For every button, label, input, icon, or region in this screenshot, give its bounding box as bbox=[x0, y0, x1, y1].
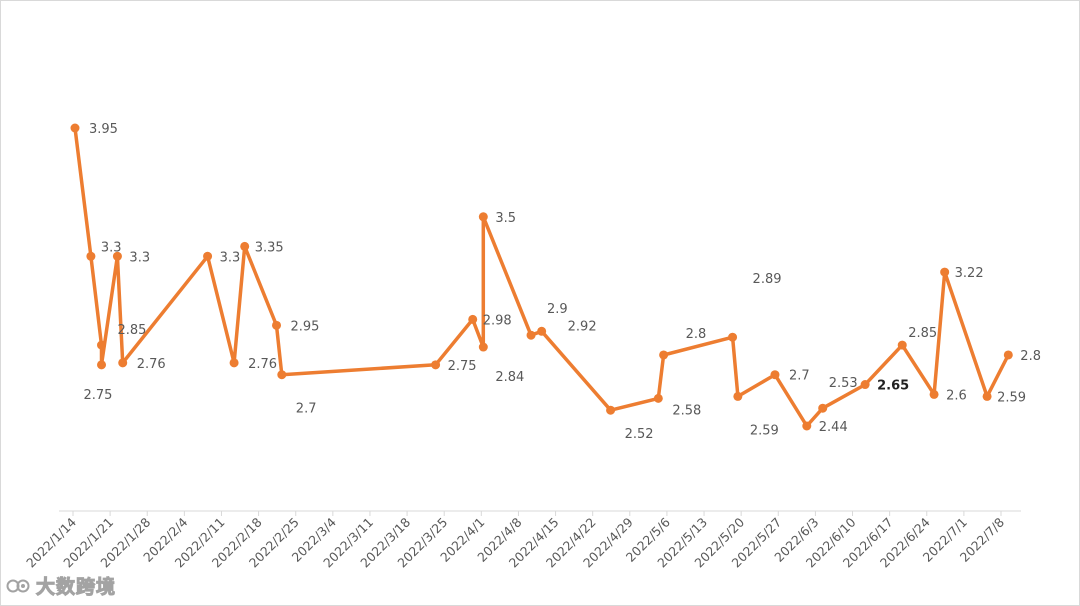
data-label: 2.8 bbox=[686, 327, 707, 342]
data-label: 2.59 bbox=[997, 390, 1026, 405]
data-label: 2.59 bbox=[750, 423, 779, 438]
data-point bbox=[468, 314, 478, 324]
data-label: 2.75 bbox=[448, 359, 477, 374]
watermark: 大数跨境 bbox=[6, 572, 116, 599]
data-point bbox=[70, 123, 80, 133]
data-point bbox=[802, 421, 812, 431]
data-point bbox=[537, 326, 547, 336]
data-label: 2.6 bbox=[946, 388, 967, 403]
data-label: 2.7 bbox=[296, 402, 317, 417]
data-point bbox=[897, 340, 907, 350]
data-label: 3.5 bbox=[495, 211, 516, 226]
data-label: 2.76 bbox=[137, 357, 166, 372]
series-line bbox=[73, 126, 1011, 428]
data-point bbox=[929, 389, 939, 399]
data-point bbox=[240, 241, 250, 251]
data-point bbox=[118, 358, 128, 368]
data-label: 2.75 bbox=[84, 388, 113, 403]
data-label: 2.85 bbox=[118, 323, 147, 338]
data-point bbox=[478, 212, 488, 222]
data-point bbox=[86, 251, 96, 261]
data-point bbox=[97, 340, 107, 350]
data-label: 2.85 bbox=[908, 326, 937, 341]
data-point bbox=[478, 342, 488, 352]
data-label: 2.53 bbox=[829, 376, 858, 391]
data-point bbox=[860, 380, 870, 390]
data-label: 2.65 bbox=[877, 379, 909, 394]
data-point bbox=[112, 251, 122, 261]
data-point bbox=[277, 370, 287, 380]
data-label: 3.22 bbox=[955, 266, 984, 281]
data-label: 2.76 bbox=[248, 357, 277, 372]
data-point bbox=[97, 360, 107, 370]
data-point bbox=[728, 332, 738, 342]
brand-logo-icon bbox=[6, 579, 30, 592]
data-label: 3.35 bbox=[255, 240, 284, 255]
data-point bbox=[203, 251, 213, 261]
data-label: 3.3 bbox=[220, 250, 241, 265]
data-point bbox=[770, 370, 780, 380]
data-point bbox=[733, 391, 743, 401]
data-point bbox=[818, 403, 828, 413]
data-point bbox=[982, 391, 992, 401]
data-point bbox=[272, 320, 282, 330]
data-label: 2.52 bbox=[625, 427, 654, 442]
data-point bbox=[431, 360, 441, 370]
watermark-text: 大数跨境 bbox=[35, 576, 117, 599]
data-label: 2.84 bbox=[495, 370, 524, 385]
data-label: 2.9 bbox=[547, 302, 568, 317]
data-label: 3.95 bbox=[89, 122, 118, 137]
data-point bbox=[940, 267, 950, 277]
data-label: 2.89 bbox=[753, 272, 782, 287]
data-point bbox=[1003, 350, 1013, 360]
data-point bbox=[653, 393, 663, 403]
data-label: 2.8 bbox=[1020, 349, 1041, 364]
data-label: 2.98 bbox=[483, 313, 512, 328]
data-point bbox=[659, 350, 669, 360]
data-point bbox=[606, 405, 616, 415]
data-label: 2.44 bbox=[819, 420, 848, 435]
data-point bbox=[229, 358, 239, 368]
data-label: 2.58 bbox=[672, 403, 701, 418]
data-label: 2.92 bbox=[568, 319, 597, 334]
data-label: 3.3 bbox=[129, 250, 150, 265]
data-label: 3.3 bbox=[101, 240, 122, 255]
data-label: 2.7 bbox=[789, 369, 810, 384]
data-label: 2.95 bbox=[291, 319, 320, 334]
data-point bbox=[526, 330, 536, 340]
